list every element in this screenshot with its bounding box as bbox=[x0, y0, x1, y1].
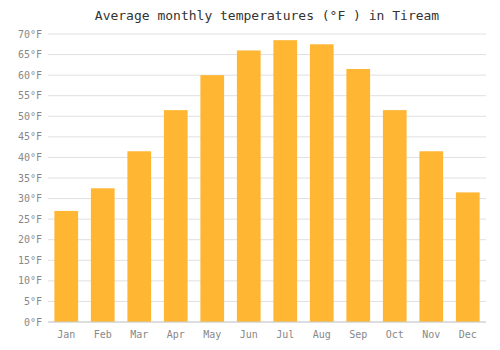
x-tick-label: Jul bbox=[276, 329, 294, 340]
x-axis-line bbox=[48, 322, 486, 323]
y-tick-label: 10°F bbox=[18, 275, 42, 286]
y-tick-label: 40°F bbox=[18, 152, 42, 163]
bar bbox=[200, 75, 224, 322]
y-tick-label: 35°F bbox=[18, 173, 42, 184]
y-tick-label: 0°F bbox=[24, 317, 42, 328]
y-tick-label: 55°F bbox=[18, 90, 42, 101]
x-tick-label: Dec bbox=[459, 329, 477, 340]
y-tick-label: 25°F bbox=[18, 214, 42, 225]
x-tick-label: Aug bbox=[313, 329, 331, 340]
y-tick-label: 65°F bbox=[18, 49, 42, 60]
bar bbox=[346, 69, 370, 322]
bar bbox=[383, 110, 407, 322]
y-tick-label: 15°F bbox=[18, 255, 42, 266]
y-tick-label: 5°F bbox=[24, 296, 42, 307]
y-tick-label: 30°F bbox=[18, 193, 42, 204]
bar bbox=[127, 151, 151, 322]
y-tick-label: 20°F bbox=[18, 234, 42, 245]
x-tick-label: Nov bbox=[422, 329, 440, 340]
bar bbox=[419, 151, 443, 322]
grid-line bbox=[48, 34, 486, 35]
grid-line bbox=[48, 116, 486, 117]
bars bbox=[54, 40, 479, 322]
title: Average monthly temperatures (°F ) in Ti… bbox=[95, 8, 440, 23]
grid-line bbox=[48, 95, 486, 96]
y-tick-label: 50°F bbox=[18, 111, 42, 122]
y-tick-label: 70°F bbox=[18, 29, 42, 40]
bar bbox=[91, 188, 115, 322]
x-tick-label: Apr bbox=[167, 329, 185, 340]
bar bbox=[164, 110, 188, 322]
x-tick-label: Sep bbox=[349, 329, 367, 340]
grid-line bbox=[48, 322, 486, 323]
x-tick-label: Jan bbox=[57, 329, 75, 340]
grid-line bbox=[48, 136, 486, 137]
bar bbox=[273, 40, 297, 322]
bar bbox=[237, 50, 261, 322]
y-tick-label: 60°F bbox=[18, 70, 42, 81]
x-tick-label: Mar bbox=[130, 329, 148, 340]
bar bbox=[456, 192, 480, 322]
chart: Average monthly temperatures (°F ) in Ti… bbox=[0, 0, 500, 350]
bar bbox=[310, 44, 334, 322]
grid-line bbox=[48, 54, 486, 55]
grid-line bbox=[48, 75, 486, 76]
x-tick-label: Feb bbox=[94, 329, 112, 340]
y-tick-label: 45°F bbox=[18, 131, 42, 142]
x-tick-label: May bbox=[203, 329, 221, 340]
x-tick-label: Oct bbox=[386, 329, 404, 340]
grid bbox=[48, 34, 486, 322]
bar bbox=[54, 211, 78, 322]
x-tick-label: Jun bbox=[240, 329, 258, 340]
